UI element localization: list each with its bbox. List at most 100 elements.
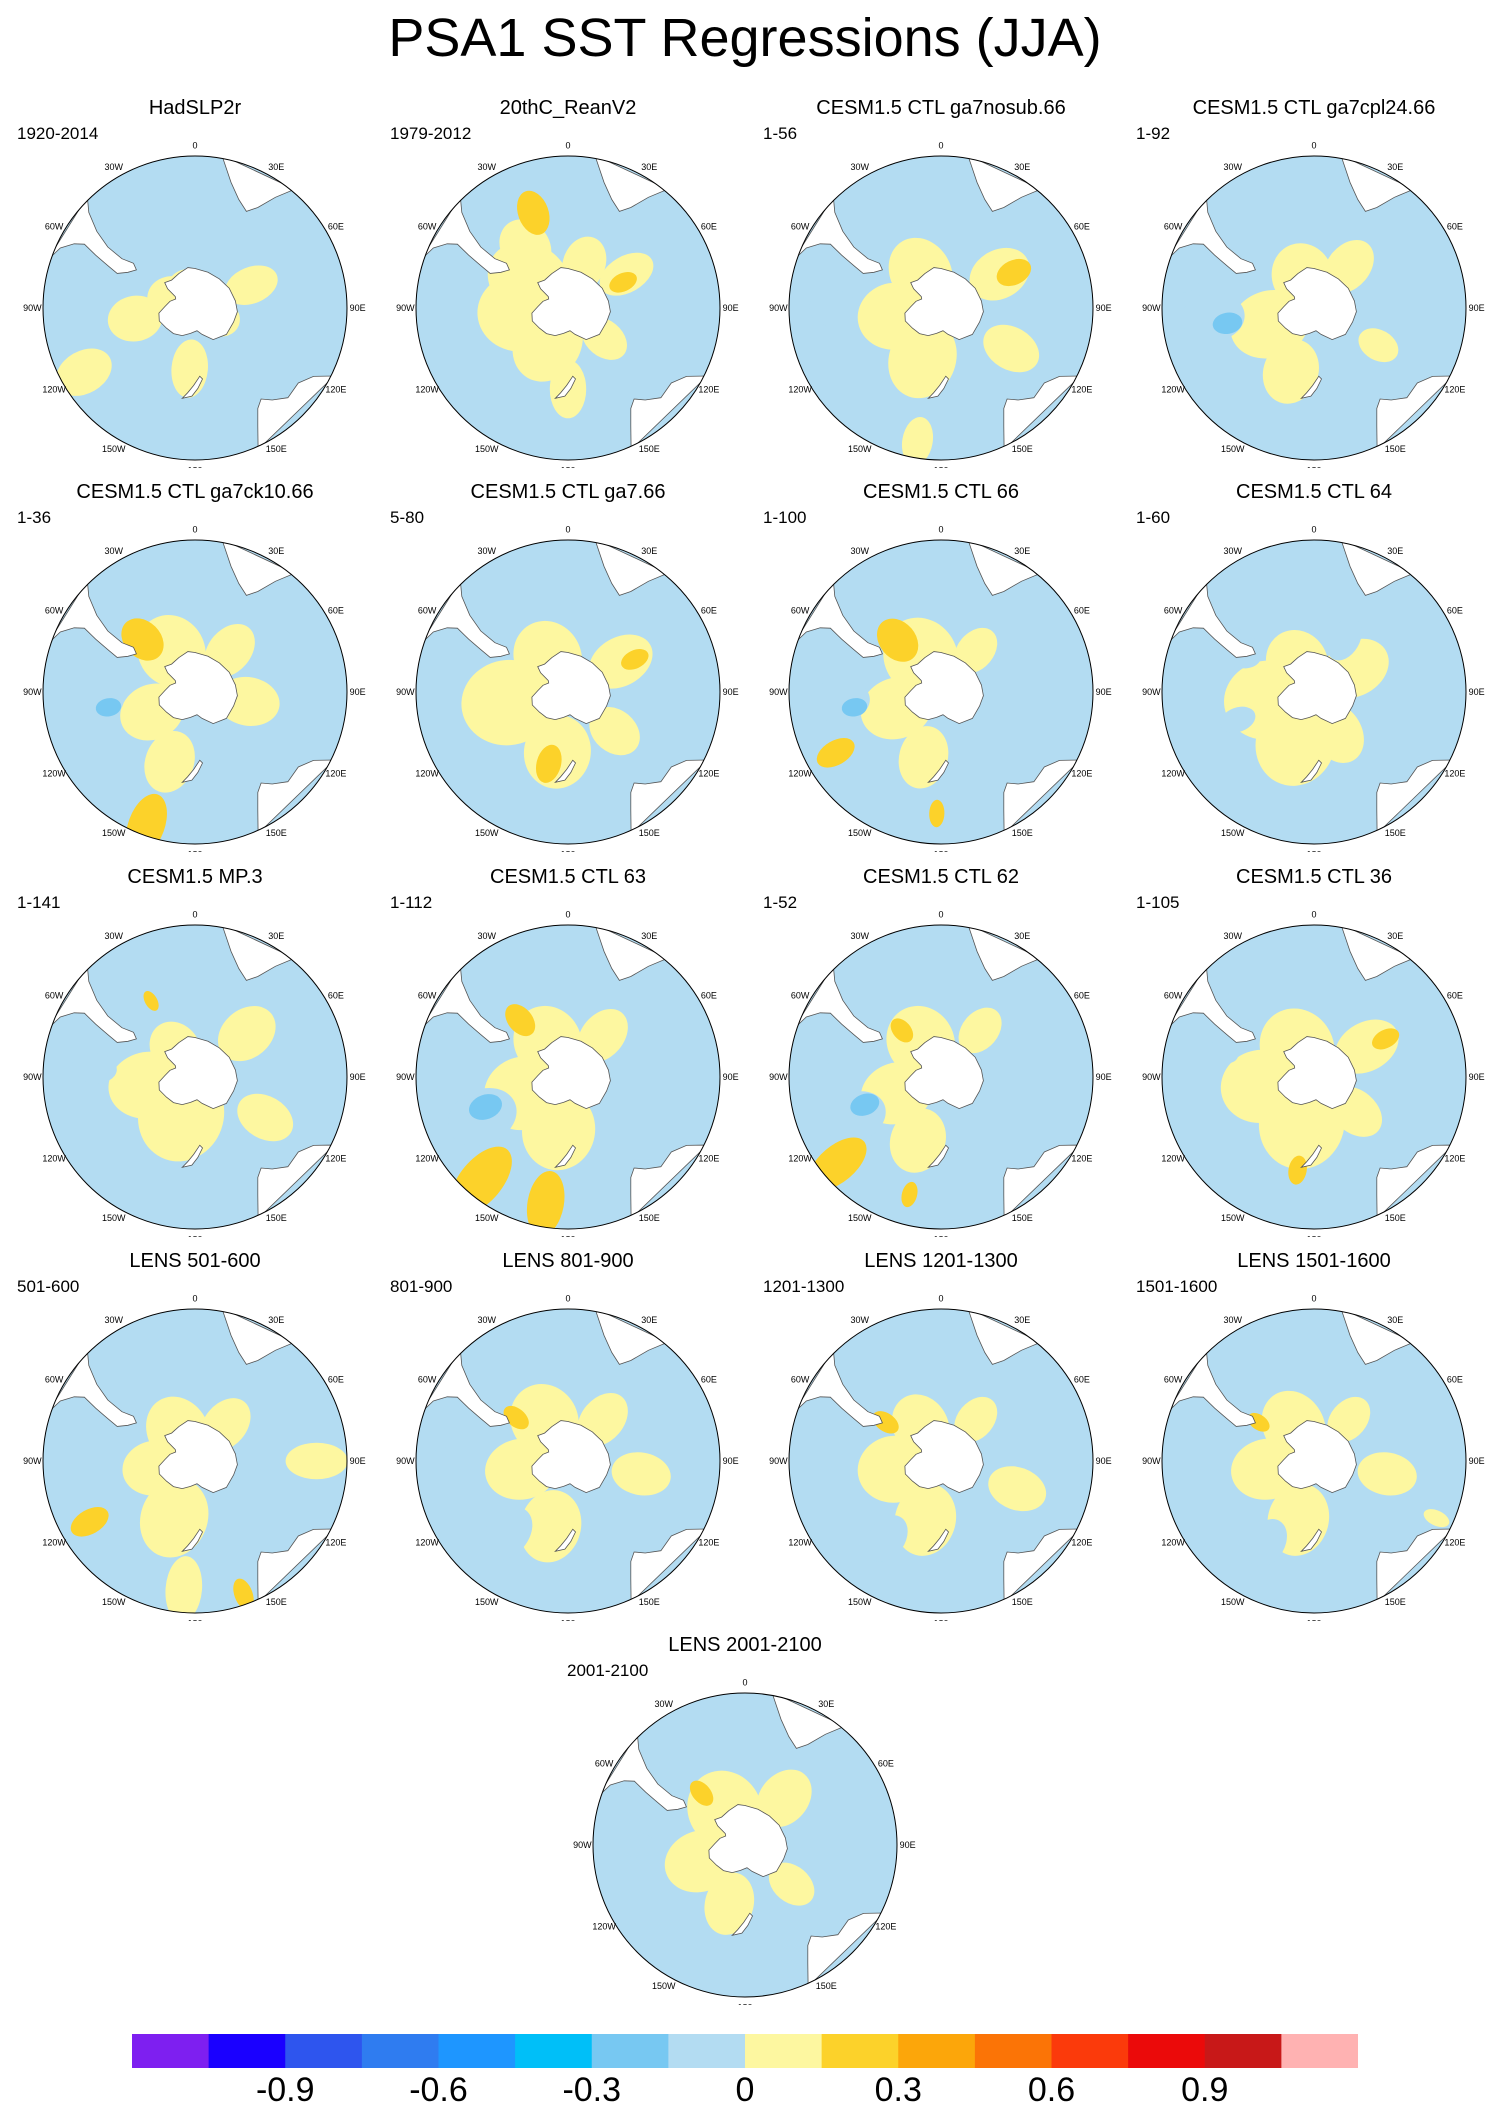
land-new-zealand — [927, 759, 949, 783]
anomaly-contour — [901, 1181, 918, 1208]
map-panel: 0 30E 60E 90E 120E 150E 180 150W 120W 90W 60W 30W CE… — [1129, 865, 1490, 1237]
land-south-america — [420, 1348, 510, 1427]
map-panel: 0 30E 60E 90E 120E 150E 180 150W 120W 90W 60W 30W Ha… — [10, 96, 380, 468]
longitude-label: 120W — [1161, 1537, 1185, 1547]
anomaly-contour — [1231, 1438, 1304, 1500]
anomaly-contour — [1358, 328, 1399, 363]
longitude-label: 30W — [477, 546, 496, 556]
longitude-label: 150W — [1221, 444, 1245, 454]
land-antarctica — [904, 267, 984, 341]
longitude-label: 120E — [325, 1537, 346, 1547]
longitude-label: 30W — [850, 1315, 869, 1325]
colorbar-swatch — [132, 2034, 210, 2068]
land-new-zealand — [181, 375, 203, 399]
longitude-label: 30E — [268, 931, 284, 941]
longitude-label: 60W — [1164, 606, 1183, 616]
anomaly-contour — [621, 649, 649, 670]
land-south-america — [1166, 1348, 1256, 1427]
colorbar-tick-label: 0.6 — [1027, 2071, 1076, 2109]
longitude-label: 60E — [1074, 222, 1090, 232]
map-border — [788, 924, 1094, 1230]
panel-period: 1-60 — [1136, 508, 1171, 527]
anomaly-contour — [857, 1435, 932, 1503]
land-antarctica — [904, 651, 984, 725]
colorbar-swatch — [745, 2034, 823, 2068]
anomaly-contour — [789, 1045, 830, 1083]
map-panel: 0 30E 60E 90E 120E 150E 180 150W 120W 90W 60W 30W CE… — [756, 865, 1126, 1237]
longitude-label: 90W — [396, 303, 415, 313]
longitude-label: 0 — [1311, 1293, 1316, 1303]
panel-title: LENS 1501-1600 — [1237, 1250, 1391, 1272]
longitude-label: 90W — [769, 1456, 788, 1466]
longitude-label: 90E — [1096, 1456, 1112, 1466]
longitude-label: 90E — [350, 1456, 366, 1466]
page-title: PSA1 SST Regressions (JJA) — [388, 8, 1102, 68]
longitude-label: 180 — [737, 2003, 752, 2005]
panel-period: 1501-1600 — [1136, 1277, 1218, 1296]
longitude-label: 180 — [187, 850, 202, 852]
anomaly-contour — [1206, 1041, 1239, 1064]
panel-title: CESM1.5 CTL ga7nosub.66 — [816, 97, 1066, 119]
panel-period: 1201-1300 — [763, 1277, 845, 1296]
longitude-label: 60W — [791, 606, 810, 616]
land-south-america — [793, 1348, 883, 1427]
longitude-label: 60E — [1447, 1375, 1463, 1385]
anomaly-contour — [482, 1506, 533, 1561]
land-new-zealand — [1300, 1144, 1322, 1168]
longitude-label: 180 — [187, 1235, 202, 1237]
panel-title: CESM1.5 CTL ga7cpl24.66 — [1192, 97, 1436, 119]
longitude-label: 30W — [104, 546, 123, 556]
anomaly-contour — [71, 1052, 117, 1084]
panel-title: CESM1.5 CTL 66 — [863, 481, 1019, 503]
longitude-label: 60W — [1164, 991, 1183, 1001]
longitude-label: 90E — [723, 687, 739, 697]
anomaly-contour — [1162, 260, 1199, 294]
anomaly-contour — [70, 1507, 109, 1537]
longitude-label: 150W — [475, 444, 499, 454]
map-border — [415, 1308, 721, 1614]
anomaly-contour — [996, 258, 1032, 287]
land-south-america — [420, 579, 510, 658]
longitude-label: 60W — [45, 606, 64, 616]
land-australia — [257, 759, 336, 835]
longitude-label: 150E — [1012, 1213, 1033, 1223]
panel-title: LENS 801-900 — [502, 1250, 634, 1272]
anomaly-contour — [865, 1515, 908, 1562]
map-border — [1161, 1308, 1467, 1614]
longitude-label: 150E — [1385, 828, 1406, 838]
longitude-label: 150E — [639, 828, 660, 838]
panel-title: CESM1.5 CTL ga7.66 — [470, 481, 666, 503]
anomaly-contour — [789, 663, 824, 695]
map-panel: 0 30E 60E 90E 120E 150E 180 150W 120W 90W 60W 30W 20… — [383, 96, 753, 468]
longitude-label: 120W — [42, 768, 66, 778]
longitude-label: 90E — [1096, 303, 1112, 313]
land-south-america — [793, 579, 883, 658]
longitude-label: 30W — [850, 931, 869, 941]
colorbar-swatch — [668, 2034, 746, 2068]
longitude-label: 30E — [1014, 546, 1030, 556]
longitude-label: 90W — [396, 1072, 415, 1082]
anomaly-contour — [876, 618, 919, 662]
longitude-label: 30E — [1387, 931, 1403, 941]
longitude-label: 60E — [701, 1375, 717, 1385]
land-australia — [807, 1912, 886, 1988]
longitude-label: 60E — [1074, 1375, 1090, 1385]
longitude-label: 120E — [698, 1537, 719, 1547]
longitude-label: 90W — [573, 1840, 592, 1850]
map-border — [415, 539, 721, 845]
panel-period: 1-56 — [763, 124, 798, 143]
longitude-label: 0 — [192, 1293, 197, 1303]
longitude-label: 0 — [565, 524, 570, 534]
map-border — [1161, 155, 1467, 461]
polar-map: 0 30E 60E 90E 120E 150E 180 150W 120W 90W 60W 30W — [396, 524, 739, 852]
panel-title: LENS 1201-1300 — [864, 1250, 1018, 1272]
longitude-label: 60W — [418, 1375, 437, 1385]
longitude-label: 150W — [1221, 828, 1245, 838]
colorbar-swatch — [515, 2034, 593, 2068]
longitude-label: 120E — [698, 768, 719, 778]
panel-period: 1-100 — [763, 508, 807, 527]
anomaly-contour — [611, 1452, 671, 1496]
land-new-zealand — [181, 1144, 203, 1168]
longitude-label: 60W — [1164, 222, 1183, 232]
longitude-label: 120E — [1071, 768, 1092, 778]
